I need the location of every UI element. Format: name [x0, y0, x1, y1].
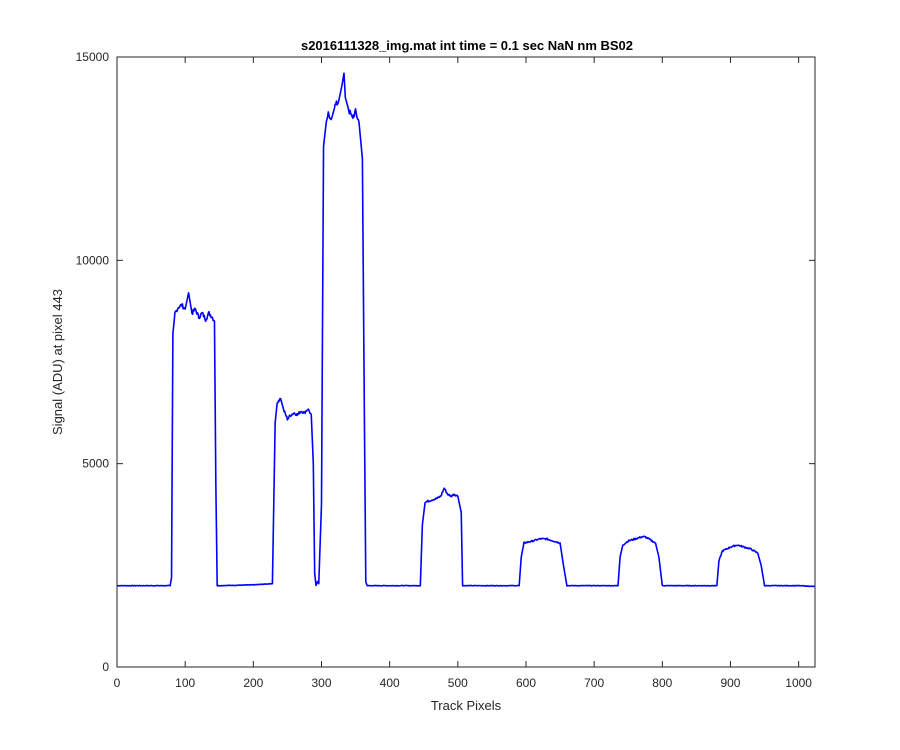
signal-series-line [116, 72, 816, 588]
x-tick-label: 200 [243, 676, 263, 690]
chart-title: s2016111328_img.mat int time = 0.1 sec N… [301, 38, 633, 53]
x-tick-label: 0 [114, 676, 121, 690]
x-tick-label: 300 [311, 676, 331, 690]
y-tick-label: 10000 [76, 253, 110, 267]
x-axis-label: Track Pixels [431, 698, 502, 713]
x-tick-label: 1000 [785, 676, 812, 690]
y-tick-label: 15000 [76, 50, 110, 64]
x-tick-label: 700 [584, 676, 604, 690]
x-tick-label: 100 [175, 676, 195, 690]
x-axis: 0 100 200 300 400 500 600 700 800 900 1000 [114, 57, 812, 690]
plot-background [117, 57, 815, 667]
x-tick-label: 800 [652, 676, 672, 690]
plot-area [116, 56, 816, 668]
x-tick-label: 600 [516, 676, 536, 690]
y-axis-label: Signal (ADU) at pixel 443 [50, 289, 65, 435]
x-tick-label: 500 [448, 676, 468, 690]
y-tick-label: 0 [102, 660, 109, 674]
y-tick-label: 5000 [82, 457, 109, 471]
x-tick-label: 900 [720, 676, 740, 690]
y-axis: 0 5000 10000 15000 [76, 50, 815, 674]
x-tick-label: 400 [380, 676, 400, 690]
plot-frame [116, 56, 816, 668]
series-layer [116, 72, 816, 588]
